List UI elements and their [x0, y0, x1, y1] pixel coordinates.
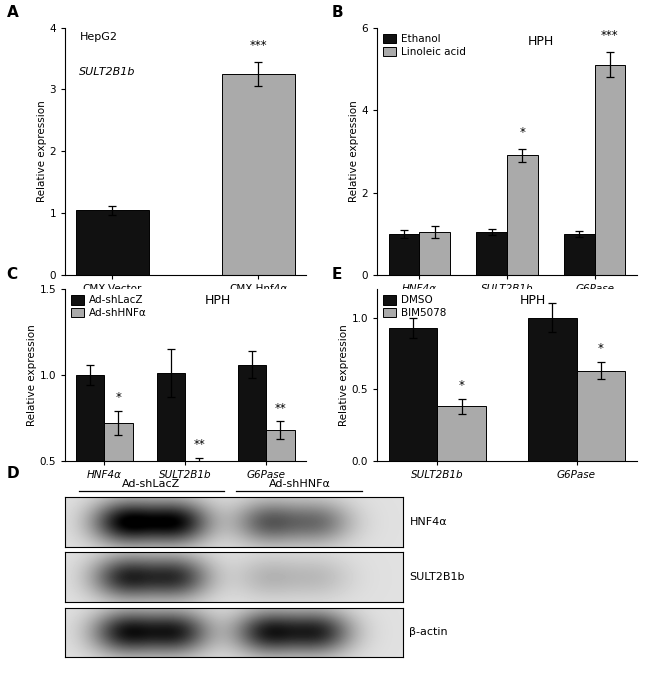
Bar — [266, 430, 294, 547]
Legend: Ad-shLacZ, Ad-shHNFα: Ad-shLacZ, Ad-shHNFα — [70, 294, 148, 319]
Text: *: * — [459, 380, 465, 392]
Text: HPH: HPH — [205, 294, 231, 307]
Text: HepG2: HepG2 — [79, 32, 118, 43]
Bar — [476, 232, 507, 275]
Bar — [222, 74, 294, 275]
Text: *: * — [598, 342, 604, 355]
Text: D: D — [6, 466, 19, 481]
Text: ***: *** — [601, 30, 619, 43]
Text: ***: *** — [250, 39, 267, 52]
Bar — [76, 375, 104, 547]
Text: SULT2B1b: SULT2B1b — [410, 572, 465, 582]
Text: *: * — [116, 391, 122, 404]
Y-axis label: Relative expression: Relative expression — [339, 324, 348, 426]
Text: HPH: HPH — [520, 294, 546, 307]
Text: C: C — [6, 267, 18, 281]
Y-axis label: Relative expression: Relative expression — [36, 100, 47, 202]
Y-axis label: Relative expression: Relative expression — [27, 324, 36, 426]
Bar — [185, 464, 214, 547]
Bar — [104, 423, 133, 547]
Bar — [389, 234, 419, 275]
Text: β-actin: β-actin — [410, 627, 448, 637]
Text: Ad-shLacZ: Ad-shLacZ — [122, 479, 180, 489]
Bar — [238, 365, 266, 547]
Y-axis label: Relative expression: Relative expression — [348, 100, 359, 202]
Bar — [389, 327, 437, 461]
Text: *: * — [519, 127, 525, 140]
Bar — [76, 211, 149, 275]
Bar — [437, 407, 486, 461]
Bar — [577, 371, 625, 461]
Text: B: B — [332, 6, 343, 20]
Bar — [157, 373, 185, 547]
Bar — [595, 65, 625, 275]
Legend: Ethanol, Linoleic acid: Ethanol, Linoleic acid — [382, 33, 467, 58]
Bar — [507, 155, 538, 275]
Text: A: A — [6, 6, 18, 20]
Text: E: E — [332, 267, 342, 281]
Text: **: ** — [194, 438, 205, 451]
Text: HPH: HPH — [528, 35, 554, 48]
Text: SULT2B1b: SULT2B1b — [79, 67, 136, 77]
Bar — [564, 234, 595, 275]
Text: **: ** — [274, 402, 286, 414]
Bar — [419, 232, 450, 275]
Legend: DMSO, BIM5078: DMSO, BIM5078 — [382, 294, 447, 319]
Bar — [528, 318, 577, 461]
Text: Ad-shHNFα: Ad-shHNFα — [269, 479, 331, 489]
Text: HNF4α: HNF4α — [410, 517, 447, 527]
